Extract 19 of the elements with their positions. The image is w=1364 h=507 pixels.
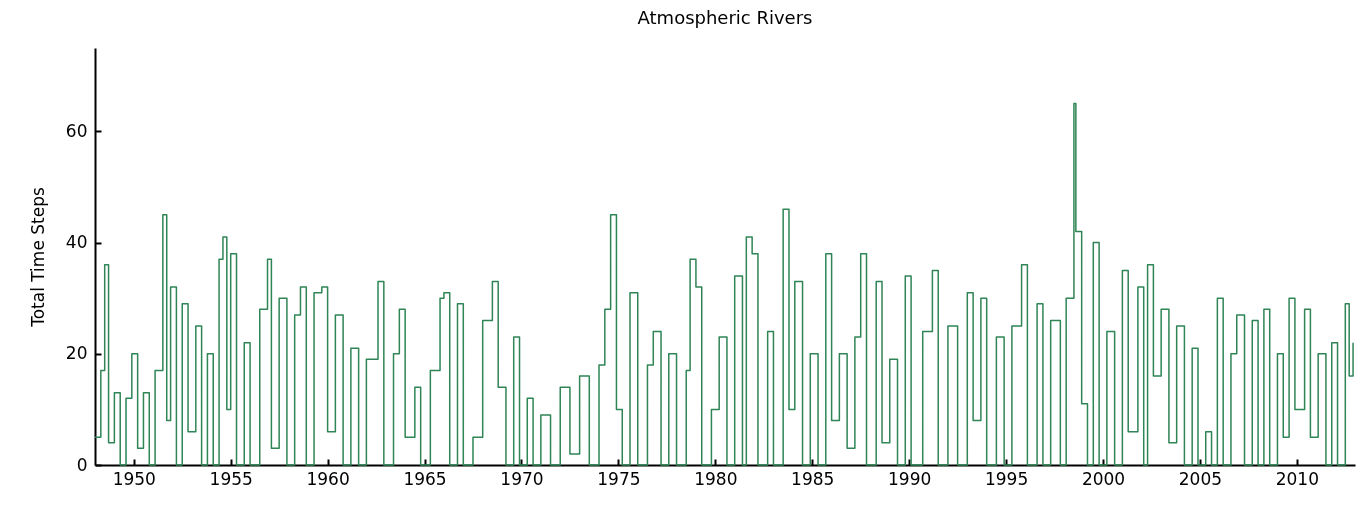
x-tick-label: 1985	[791, 468, 835, 489]
x-tick-label: 1955	[209, 468, 253, 489]
y-tick-label: 0	[76, 454, 88, 475]
y-axis-title: Total Time Steps	[27, 187, 48, 328]
y-tick-label: 40	[65, 232, 88, 253]
x-tick-label: 1975	[597, 468, 641, 489]
x-tick-label: 1950	[112, 468, 156, 489]
chart-title: Atmospheric Rivers	[637, 7, 813, 28]
x-tick-label: 2000	[1081, 468, 1126, 489]
x-tick-label: 1995	[984, 468, 1029, 489]
x-tick-label: 1965	[403, 468, 447, 489]
x-tick-label: 2005	[1178, 468, 1223, 489]
y-tick-label: 60	[65, 120, 88, 141]
x-tick-label: 1960	[306, 468, 350, 489]
x-tick-label: 1980	[694, 468, 738, 489]
x-tick-label: 1990	[888, 468, 932, 489]
y-tick-label: 20	[65, 343, 88, 364]
x-tick-label: 1970	[500, 468, 544, 489]
x-tick-label: 2010	[1275, 468, 1319, 489]
